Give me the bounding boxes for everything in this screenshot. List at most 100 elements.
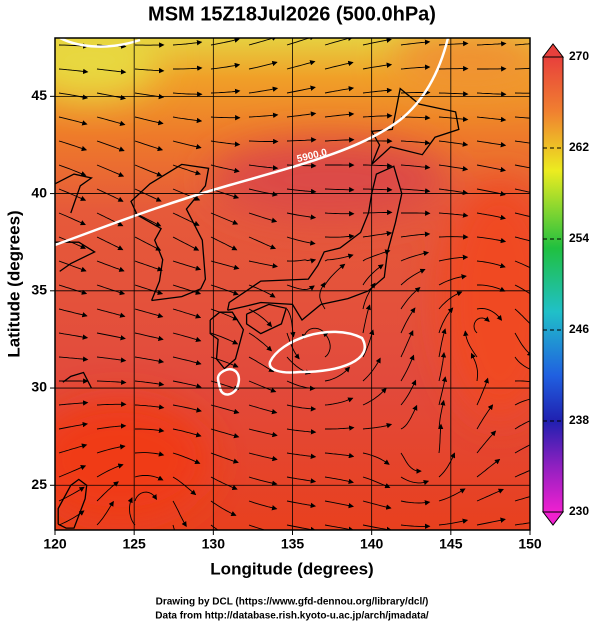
streamline — [324, 263, 346, 286]
colorbar — [541, 43, 565, 526]
streamline — [210, 476, 238, 490]
streamline — [324, 452, 355, 459]
streamline — [476, 404, 494, 430]
streamline — [438, 352, 447, 382]
streamline — [401, 114, 431, 121]
streamline — [58, 188, 87, 201]
streamline — [286, 85, 316, 94]
streamline — [58, 400, 89, 406]
streamline — [248, 308, 273, 328]
streamline — [58, 92, 89, 100]
streamline — [248, 212, 278, 223]
streamline — [172, 428, 202, 438]
streamline — [438, 40, 469, 47]
streamline — [362, 282, 376, 310]
streamline — [172, 39, 203, 46]
streamline — [362, 230, 393, 238]
streamline — [514, 420, 530, 430]
title: MSM 15Z18Jul2026 (500.0hPa) — [148, 3, 436, 25]
streamline — [134, 356, 165, 364]
streamline — [438, 274, 467, 286]
streamline — [134, 380, 165, 387]
streamline — [172, 236, 200, 251]
streamline — [477, 284, 506, 292]
streamline — [400, 330, 414, 358]
streamline — [58, 140, 88, 152]
streamline — [400, 250, 430, 262]
streamline — [301, 327, 326, 340]
streamline — [400, 188, 431, 194]
streamline — [96, 164, 125, 177]
streamline — [514, 398, 530, 406]
streamline — [134, 140, 164, 152]
streamline — [134, 116, 164, 126]
streamline — [286, 332, 300, 360]
streamline — [473, 316, 490, 334]
streamline — [362, 38, 392, 46]
streamline — [286, 258, 317, 264]
streamline — [362, 209, 393, 216]
streamline — [248, 236, 277, 250]
streamline — [324, 366, 351, 382]
streamline — [286, 452, 317, 459]
colorbar-max-arrow — [541, 43, 565, 58]
streamline — [514, 332, 530, 357]
plot-area: 5900.0 — [55, 38, 530, 530]
streamline — [437, 423, 444, 454]
streamline — [514, 284, 530, 295]
streamline — [172, 332, 202, 343]
streamline — [248, 188, 278, 197]
streamline — [362, 387, 387, 406]
streamline — [286, 476, 317, 484]
streamline — [134, 284, 164, 296]
streamline — [134, 164, 163, 177]
streamline — [362, 187, 393, 193]
streamline — [96, 500, 114, 526]
streamline — [476, 458, 501, 478]
streamline — [324, 397, 354, 406]
coastline — [370, 87, 460, 165]
streamline — [134, 474, 164, 481]
streamline — [135, 427, 165, 433]
contour-line — [55, 38, 450, 247]
streamline — [248, 452, 278, 462]
streamline — [96, 116, 126, 126]
streamline — [96, 401, 127, 407]
streamline — [476, 517, 506, 526]
streamline — [134, 67, 165, 74]
streamline — [319, 282, 326, 310]
streamline — [362, 113, 393, 119]
streamline — [210, 164, 240, 174]
streamline — [172, 140, 202, 150]
streamline — [476, 140, 507, 148]
streamline — [476, 212, 506, 221]
streamline — [438, 91, 469, 97]
streamline — [210, 212, 239, 225]
coastline — [226, 165, 403, 321]
y-tick-label: 35 — [31, 282, 47, 298]
streamline — [400, 140, 431, 146]
streamline — [210, 88, 241, 95]
streamline — [58, 308, 88, 318]
streamline — [400, 268, 426, 286]
streamline — [96, 212, 124, 227]
y-tick-label: 25 — [31, 476, 47, 492]
streamline — [172, 308, 202, 319]
streamline — [363, 163, 393, 169]
streamline — [210, 524, 219, 530]
streamline — [210, 115, 241, 121]
streamline — [172, 380, 202, 389]
y-tick-label: 30 — [31, 379, 47, 395]
field-shading — [55, 38, 530, 520]
streamline — [96, 260, 125, 272]
streamline — [514, 308, 530, 325]
x-tick-label: 150 — [518, 536, 542, 552]
contour-line — [268, 330, 366, 374]
streamline — [58, 356, 89, 362]
streamline — [248, 332, 273, 352]
streamline — [514, 356, 530, 370]
streamline — [96, 236, 124, 251]
streamline — [514, 444, 530, 454]
streamline — [286, 284, 315, 291]
